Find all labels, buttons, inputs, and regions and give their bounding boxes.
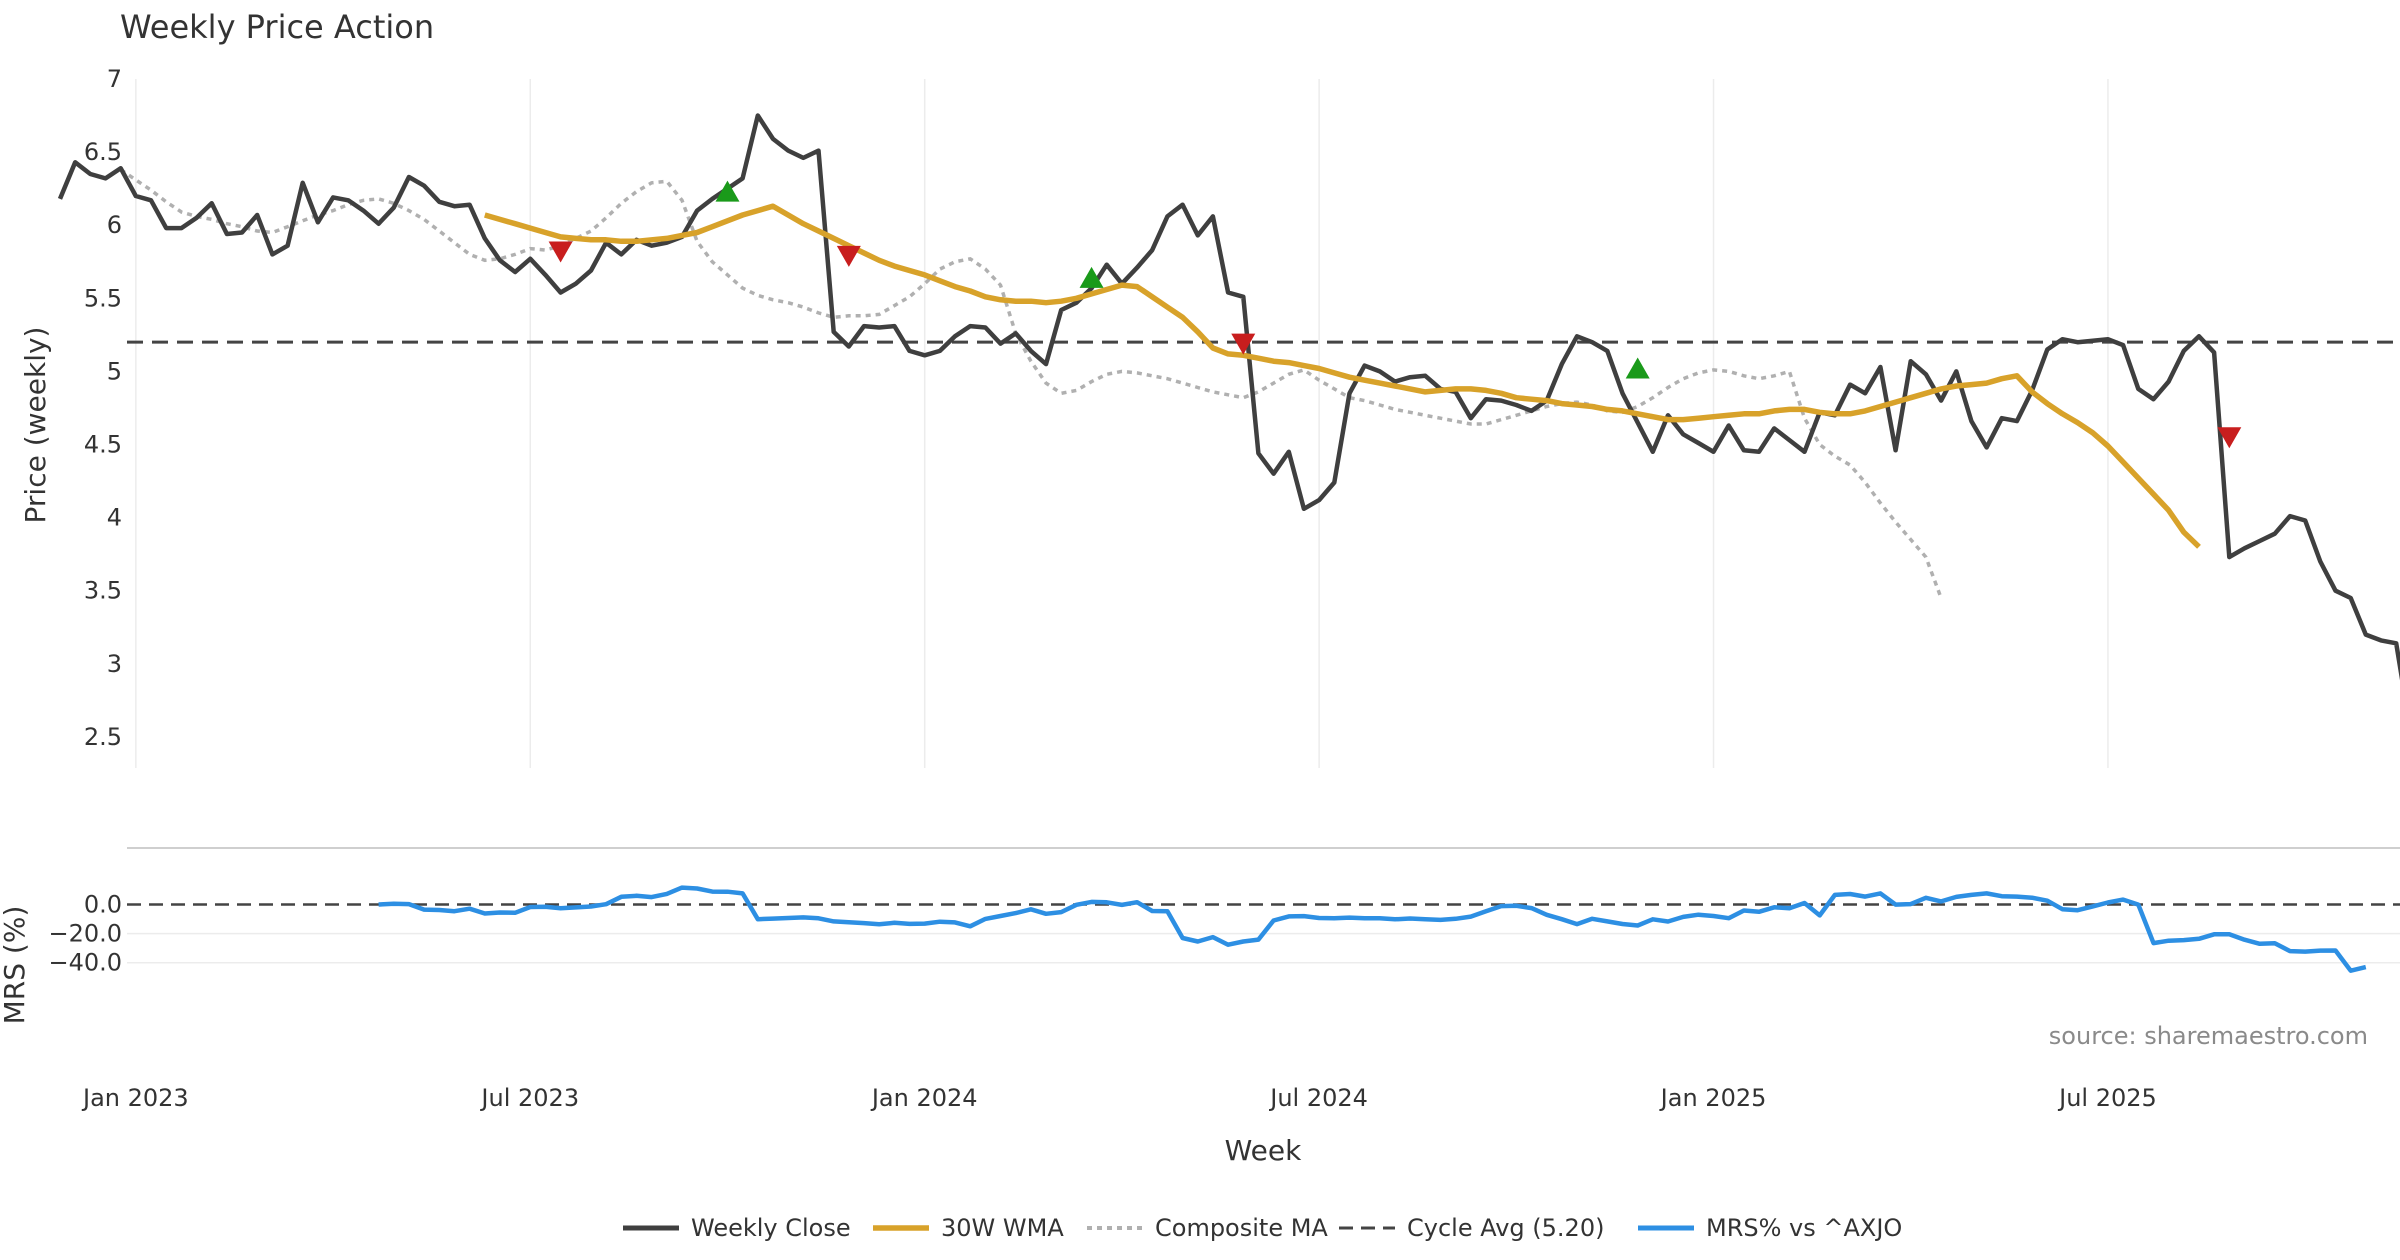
source-credit: source: sharemaestro.com [2049,1022,2368,1050]
sell-signal-marker [2217,427,2242,449]
price-y-tick-label: 6.5 [84,138,122,166]
sell-signal-marker [836,245,861,267]
price-grid [135,79,2109,768]
x-tick-label: Jul 2023 [479,1084,579,1112]
price-y-tick-label: 7 [107,65,122,93]
wma-30w-line [484,203,2201,549]
legend-label: Cycle Avg (5.20) [1407,1214,1604,1242]
x-ticks: Jan 2023 Jul 2023 Jan 2024 Jul 2024 Jan 2025… [81,1084,2157,1112]
buy-signal-marker [715,180,740,202]
legend-label: MRS% vs ^AXJO [1706,1214,1902,1242]
mrs-y-axis-label: MRS (%) [0,906,31,1025]
buy-signal-marker [1625,357,1650,379]
mrs-y-tick-label: −20.0 [48,920,122,948]
sell-signal-marker [548,241,573,263]
legend-label: 30W WMA [941,1214,1064,1242]
mrs-y-tick-label: −40.0 [48,949,122,977]
x-tick-label: Jul 2025 [2057,1084,2157,1112]
legend-label: Weekly Close [691,1214,851,1242]
price-y-ticks: 7 6.5 6 5.5 5 4.5 4 3.5 3 2.5 [84,65,122,751]
legend-label: Composite MA [1155,1214,1328,1242]
weekly-close-line [57,113,2400,681]
mrs-y-tick-label: 0.0 [84,891,122,919]
price-y-tick-label: 4.5 [84,431,122,459]
composite-ma-line [119,168,1943,599]
price-y-tick-label: 3.5 [84,577,122,605]
price-y-tick-label: 2.5 [84,723,122,751]
sell-signal-marker [1231,333,1256,355]
x-tick-label: Jul 2024 [1268,1084,1368,1112]
mrs-y-ticks: 0.0−20.0−40.0 [48,891,122,977]
chart-title: Weekly Price Action [120,8,434,46]
mrs-grid [127,932,2400,964]
buy-signal-marker [1079,266,1104,288]
price-y-tick-label: 3 [107,650,122,678]
mrs-line [378,885,2367,973]
x-tick-label: Jan 2025 [1659,1084,1767,1112]
price-y-axis-label: Price (weekly) [19,327,52,524]
legend: Weekly Close 30W WMA Composite MA Cycle Avg… [623,1214,1902,1242]
x-tick-label: Jan 2023 [81,1084,189,1112]
price-y-tick-label: 5 [107,357,122,385]
x-axis-label: Week [1225,1134,1302,1167]
price-y-tick-label: 6 [107,211,122,239]
price-y-tick-label: 4 [107,504,122,532]
price-y-tick-label: 5.5 [84,284,122,312]
x-tick-label: Jan 2024 [870,1084,978,1112]
signal-markers [548,180,2242,449]
